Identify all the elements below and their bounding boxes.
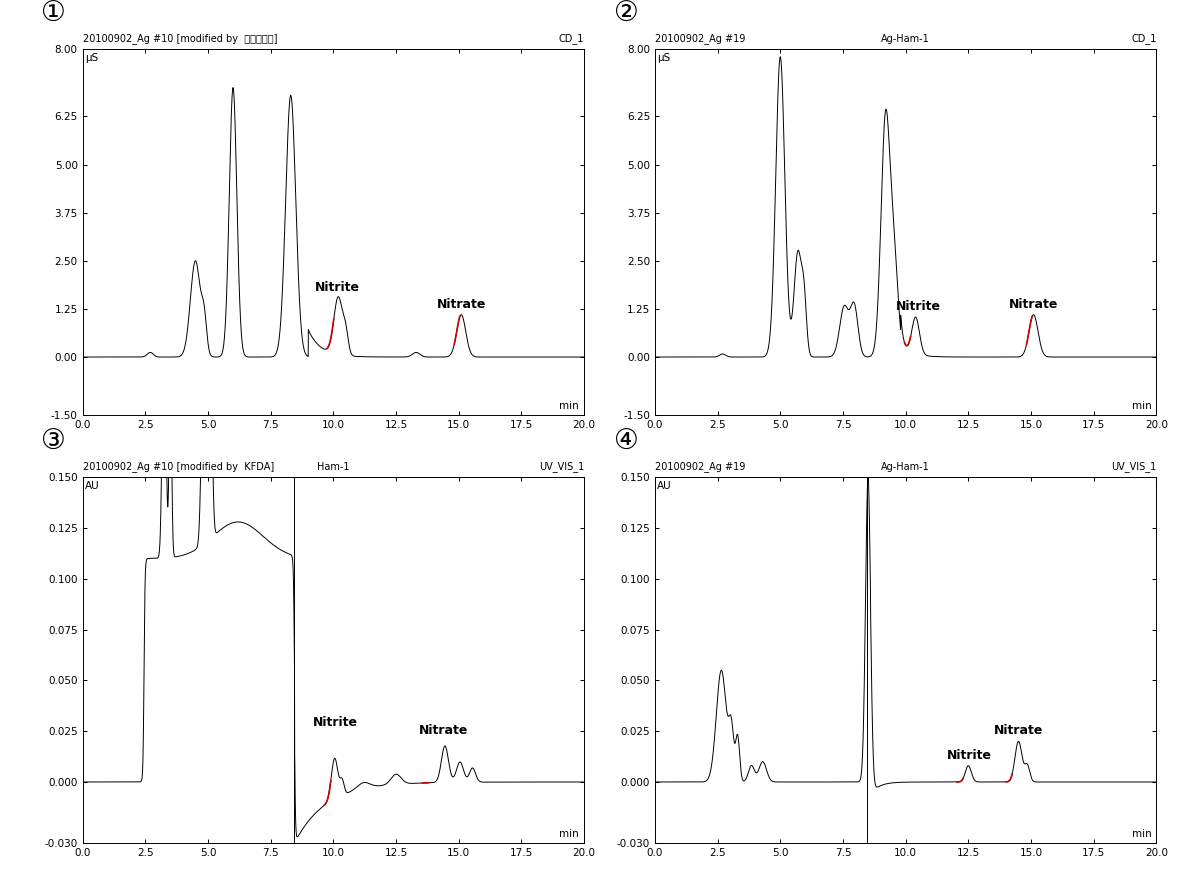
Text: Nitrate: Nitrate	[437, 298, 486, 310]
Text: Nitrate: Nitrate	[419, 724, 468, 738]
Text: min: min	[1132, 830, 1152, 839]
Text: 20100902_Ag #19: 20100902_Ag #19	[655, 33, 746, 44]
Text: Ham-1: Ham-1	[317, 462, 349, 472]
Text: 20100902_Ag #10 [modified by  KFDA]: 20100902_Ag #10 [modified by KFDA]	[83, 461, 274, 472]
Text: UV_VIS_1: UV_VIS_1	[1112, 461, 1156, 472]
Text: min: min	[1132, 401, 1152, 411]
Text: Nitrite: Nitrite	[315, 280, 360, 293]
Text: Nitrite: Nitrite	[896, 300, 940, 313]
Text: Nitrite: Nitrite	[314, 716, 359, 729]
Text: 20100902_Ag #19: 20100902_Ag #19	[655, 461, 746, 472]
Text: μS: μS	[85, 53, 98, 62]
Text: μS: μS	[657, 53, 670, 62]
Text: min: min	[559, 401, 579, 411]
Text: Nitrite: Nitrite	[948, 748, 992, 762]
Text: AU: AU	[657, 481, 673, 491]
Text: Ag-Ham-1: Ag-Ham-1	[881, 34, 930, 44]
Text: ④: ④	[614, 427, 638, 455]
Text: UV_VIS_1: UV_VIS_1	[539, 461, 584, 472]
Text: Nitrate: Nitrate	[1009, 298, 1058, 310]
Text: 20100902_Ag #10 [modified by  유하물질과]: 20100902_Ag #10 [modified by 유하물질과]	[83, 33, 277, 44]
Text: Ag-Ham-1: Ag-Ham-1	[881, 462, 930, 472]
Text: ③: ③	[41, 427, 66, 455]
Text: CD_1: CD_1	[1130, 33, 1156, 44]
Text: ②: ②	[614, 0, 638, 27]
Text: AU: AU	[85, 481, 100, 491]
Text: min: min	[559, 830, 579, 839]
Text: CD_1: CD_1	[558, 33, 584, 44]
Text: ①: ①	[41, 0, 66, 27]
Text: Nitrate: Nitrate	[994, 724, 1043, 738]
